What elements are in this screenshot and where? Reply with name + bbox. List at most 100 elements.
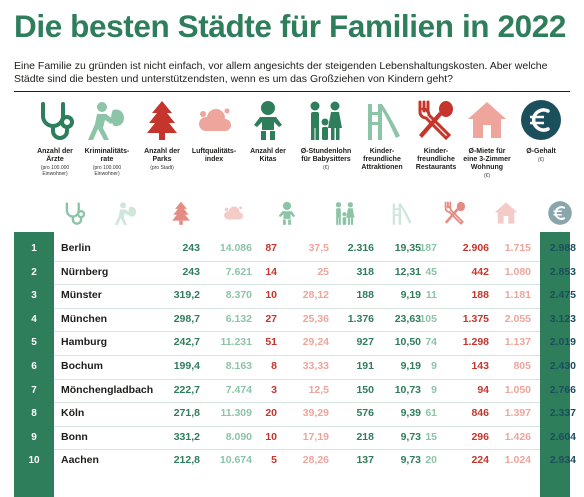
legend-item: Kriminalitäts-rate (pro 100.000 Einwohner… xyxy=(81,98,133,177)
table-cell: 61 xyxy=(425,407,437,420)
table-cell: 8 xyxy=(271,360,277,372)
table-cell: 143 xyxy=(471,360,489,372)
table-cell: 1.715 xyxy=(504,242,531,254)
burglar-icon xyxy=(113,200,139,226)
row-divider xyxy=(54,378,540,380)
city-name: Nürnberg xyxy=(61,265,109,278)
cloud-icon xyxy=(192,98,236,142)
burglar-icon xyxy=(85,98,129,142)
table-cell: 1.376 xyxy=(347,312,374,325)
table-cell: 150 xyxy=(356,383,374,396)
euro-icon xyxy=(519,98,563,142)
table-cell: 9,19 xyxy=(400,289,421,302)
table-cell: 9 xyxy=(431,360,437,372)
legend-item: Ø-Miete für eine 3-Zimmer Wohnung (€) xyxy=(461,98,513,179)
table-cell: 2.316 xyxy=(347,242,374,254)
table-cell: 3.123 xyxy=(549,312,576,325)
city-name: Bochum xyxy=(61,360,103,372)
row-divider xyxy=(54,449,540,451)
table-cell: 29,24 xyxy=(302,336,329,349)
cutlery-icon xyxy=(442,200,468,226)
row-divider xyxy=(54,355,540,356)
table-cell: 10 xyxy=(265,289,277,302)
legend-note: (€) xyxy=(322,165,330,171)
table-body xyxy=(54,232,540,497)
city-name: Köln xyxy=(61,407,85,420)
table-cell: 242,7 xyxy=(173,336,200,349)
family-icon xyxy=(332,200,358,226)
row-divider xyxy=(54,331,540,333)
table-cell: 20 xyxy=(425,454,437,467)
table-cell: 10.674 xyxy=(219,454,252,467)
legend-label: Ø-Stundenlohn für Babysitters xyxy=(300,148,352,163)
stethoscope-icon xyxy=(61,200,87,226)
table-cell: 191 xyxy=(356,360,374,372)
table-cell: 188 xyxy=(471,289,489,302)
table-cell: 15 xyxy=(425,430,437,443)
table-cell: 1.050 xyxy=(504,383,531,396)
table-cell: 442 xyxy=(471,265,489,278)
table-cell: 188 xyxy=(356,289,374,302)
table-cell: 212,8 xyxy=(173,454,200,467)
legend-item: Ø-Stundenlohn für Babysitters (€) xyxy=(300,98,352,171)
cloud-icon xyxy=(220,200,246,226)
table-cell: 10,73 xyxy=(394,383,421,396)
euro-icon xyxy=(547,200,573,226)
table-cell: 23,63 xyxy=(394,312,421,325)
table-cell: 10 xyxy=(265,430,277,443)
legend-note: (pro Stadt) xyxy=(150,165,174,171)
table-row: 4 München 298,7 6.132 27 25,36 1.376 23,63 105 1.… xyxy=(14,307,576,332)
table-cell: 2.475 xyxy=(549,289,576,302)
legend-note: (€) xyxy=(537,157,545,163)
table-cell: 7.474 xyxy=(225,383,252,396)
slide-icon xyxy=(360,98,404,142)
table-row: 5 Hamburg 242,7 11.231 51 29,24 927 10,50 74 1.29… xyxy=(14,331,576,355)
rank-number: 3 xyxy=(31,290,37,302)
table-cell: 2.019 xyxy=(549,336,576,349)
table-row: 2 Nürnberg 243 7.621 14 25 318 12,31 45 442 1.080 2… xyxy=(14,260,576,285)
intro-text: Eine Familie zu gründen ist nicht einfac… xyxy=(14,60,548,85)
table-cell: 137 xyxy=(356,454,374,467)
table-cell: 12,31 xyxy=(394,265,421,278)
city-name: Münster xyxy=(61,289,102,302)
table-cell: 318 xyxy=(356,265,374,278)
table-cell: 298,7 xyxy=(173,312,200,325)
legend-label: Anzahl der Ärzte xyxy=(37,148,73,163)
table-cell: 28,26 xyxy=(302,454,329,467)
legend-item: Luftqualitäts-index xyxy=(188,98,240,164)
table-cell: 25 xyxy=(317,265,329,278)
table-cell: 2.853 xyxy=(549,265,576,278)
table-cell: 2.906 xyxy=(462,242,489,254)
table-cell: 927 xyxy=(356,336,374,349)
rank-number: 6 xyxy=(31,361,37,372)
table-cell: 51 xyxy=(265,336,277,349)
table-row: 6 Bochum 199,4 8.163 8 33,33 191 9,19 9 143 805 2.4… xyxy=(14,355,576,379)
rank-number: 10 xyxy=(28,455,40,467)
row-divider xyxy=(54,307,540,309)
table-cell: 2.337 xyxy=(549,407,576,420)
house-icon xyxy=(493,200,519,226)
legend-note: (pro 100.000 Einwohner) xyxy=(92,165,122,177)
legend-label: Ø-Miete für eine 3-Zimmer Wohnung xyxy=(463,148,511,171)
legend-item: Anzahl der Parks (pro Stadt) xyxy=(136,98,188,171)
table-cell: 1.375 xyxy=(462,312,489,325)
table-row: 10 Aachen 212,8 10.674 5 28,26 137 9,73 20 224 1.0… xyxy=(14,449,576,473)
table-cell: 319,2 xyxy=(173,289,200,302)
table-cell: 33,33 xyxy=(302,360,329,372)
city-name: Hamburg xyxy=(61,336,108,349)
table-cell: 17,19 xyxy=(302,430,329,443)
table-cell: 9,73 xyxy=(400,454,421,467)
row-divider xyxy=(54,284,540,286)
table-cell: 28,12 xyxy=(302,289,329,302)
table-row: 7 Mönchengladbach 222,7 7.474 3 12,5 150 10,73 9… xyxy=(14,378,576,403)
table-cell: 11.231 xyxy=(220,336,252,349)
city-name: Berlin xyxy=(61,242,91,254)
divider xyxy=(14,91,570,92)
table-cell: 1.181 xyxy=(504,289,531,302)
table-cell: 9 xyxy=(431,383,437,396)
child-icon xyxy=(246,98,290,142)
table-cell: 6.132 xyxy=(225,312,252,325)
legend-label: Ø-Gehalt xyxy=(526,148,556,155)
table-cell: 105 xyxy=(419,312,437,325)
table-cell: 199,4 xyxy=(173,360,200,372)
